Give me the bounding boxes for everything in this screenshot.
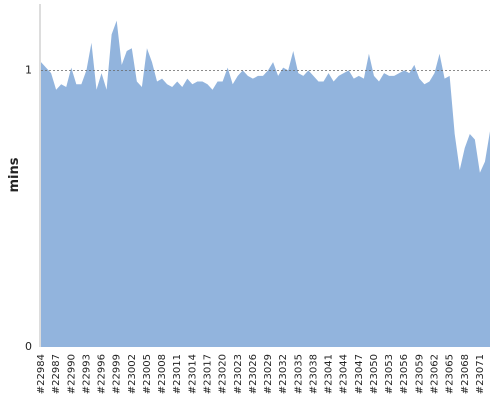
x-tick-label: #22999	[112, 354, 123, 394]
x-tick-label: #23014	[187, 354, 198, 394]
x-tick-label: #23011	[172, 354, 183, 394]
y-tick-label: 1	[25, 63, 32, 76]
x-tick-label: #23062	[430, 354, 441, 394]
area	[41, 20, 490, 348]
x-tick-label: #23026	[248, 354, 259, 394]
x-tick-label: #23050	[369, 354, 380, 394]
x-tick-label: #23023	[233, 354, 244, 394]
x-tick-label: #23053	[384, 354, 395, 394]
x-tick-label: #23068	[460, 354, 471, 394]
x-tick-label: #23038	[308, 354, 319, 394]
x-tick-label: #23035	[293, 354, 304, 394]
x-tick-label: #22984	[36, 354, 47, 394]
x-tick-label: #23032	[278, 354, 289, 394]
x-tick-label: #23059	[414, 354, 425, 394]
x-tick-label: #23047	[354, 354, 365, 394]
x-tick-label: #23020	[218, 354, 229, 394]
x-tick-label: #23005	[142, 354, 153, 394]
x-tick-label: #23071	[475, 354, 486, 394]
y-axis-label: mins	[7, 157, 22, 192]
x-tick-label: #22993	[81, 354, 92, 394]
x-tick-label: #22990	[66, 354, 77, 394]
x-tick-label: #23056	[399, 354, 410, 394]
x-tick-label: #23065	[445, 354, 456, 394]
y-tick-label: 0	[25, 340, 32, 353]
x-tick-label: #23008	[157, 354, 168, 394]
x-tick-label: #22996	[97, 354, 108, 394]
x-tick-label: #22987	[51, 354, 62, 394]
x-tick-label: #23044	[339, 354, 350, 394]
x-tick-label: #23002	[127, 354, 138, 394]
x-tick-label: #23029	[263, 354, 274, 394]
x-tick-label: #23041	[324, 354, 335, 394]
x-tick-label: #23017	[202, 354, 213, 394]
